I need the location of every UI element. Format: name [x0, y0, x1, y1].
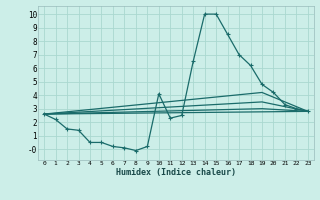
X-axis label: Humidex (Indice chaleur): Humidex (Indice chaleur): [116, 168, 236, 177]
